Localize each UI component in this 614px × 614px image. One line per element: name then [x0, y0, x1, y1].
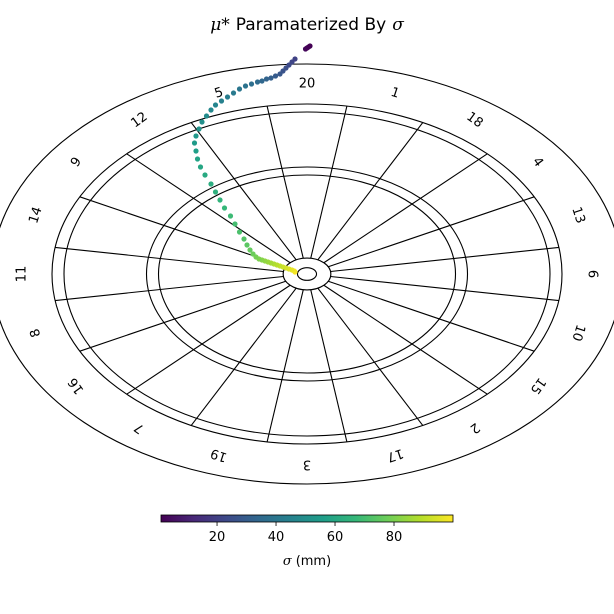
- data-point: [250, 251, 256, 257]
- title-symbol: μ*: [210, 15, 230, 35]
- segment-divider: [310, 105, 348, 259]
- data-point: [212, 189, 219, 195]
- data-point: [244, 242, 250, 248]
- segment-divider: [328, 280, 535, 352]
- double-outer-ring: [51, 103, 563, 445]
- segment-label: 16: [65, 375, 87, 397]
- data-point: [236, 86, 243, 92]
- segment-label: 10: [568, 323, 587, 343]
- colorbar-ticks: 20 40 60 80: [209, 522, 403, 545]
- data-point: [242, 83, 249, 89]
- chart-title: μ* Paramaterized By σ: [210, 15, 404, 35]
- colorbar-label-var: σ: [283, 554, 293, 569]
- colorbar-gradient: [160, 514, 454, 523]
- triple-inner-ring: [157, 174, 457, 374]
- data-points: [191, 43, 313, 275]
- colorbar-tick-label: 80: [386, 530, 403, 545]
- title-text: Paramaterized By: [236, 15, 386, 35]
- segment-divider: [317, 287, 424, 426]
- segment-label: 9: [68, 155, 85, 171]
- segment-divider: [330, 246, 559, 273]
- segment-divider: [310, 289, 348, 443]
- segment-divider: [190, 287, 297, 426]
- segment-label: 11: [15, 266, 30, 283]
- data-point: [268, 75, 274, 81]
- segment-label: 20: [299, 77, 316, 92]
- data-point: [248, 81, 255, 87]
- data-point: [194, 156, 201, 162]
- data-point: [193, 148, 199, 154]
- segment-divider: [266, 289, 304, 443]
- board-edge-ring: [0, 63, 614, 485]
- colorbar-label: σ (mm): [283, 554, 331, 569]
- data-point: [218, 98, 225, 104]
- segment-label: 17: [385, 445, 405, 464]
- data-point: [259, 78, 265, 84]
- data-point: [199, 119, 205, 125]
- segment-label: 19: [209, 445, 229, 464]
- segment-divider: [328, 196, 535, 268]
- bull-ring: [296, 267, 318, 281]
- data-point: [212, 102, 219, 108]
- data-point: [202, 172, 208, 178]
- data-point: [292, 56, 298, 62]
- data-point: [196, 126, 202, 132]
- data-point: [203, 113, 210, 119]
- segment-label: 4: [529, 155, 546, 171]
- segment-divider: [55, 275, 284, 302]
- outer-bull-ring: [282, 257, 332, 291]
- segment-divider: [317, 122, 424, 261]
- segment-divider: [323, 284, 488, 395]
- colorbar-tick-label: 60: [327, 530, 344, 545]
- data-point: [197, 164, 204, 170]
- segment-label: 3: [303, 457, 311, 472]
- data-point: [217, 197, 223, 203]
- data-point: [307, 43, 313, 49]
- segment-label: 14: [26, 205, 45, 225]
- segment-label: 7: [132, 419, 148, 436]
- data-point: [208, 107, 214, 113]
- data-point: [254, 79, 261, 85]
- data-point: [193, 133, 199, 139]
- data-point: [224, 94, 231, 100]
- colorbar-tick-label: 20: [209, 530, 226, 545]
- segment-divider: [190, 122, 297, 261]
- data-point: [236, 229, 243, 235]
- dartboard: [0, 63, 614, 485]
- triple-outer-ring: [145, 166, 469, 382]
- data-point: [208, 181, 214, 187]
- data-point: [232, 221, 238, 227]
- segment-divider: [323, 153, 488, 264]
- segment-divider: [126, 284, 291, 395]
- data-point: [247, 247, 253, 253]
- colorbar-label-unit: (mm): [296, 554, 331, 569]
- data-point: [272, 73, 279, 79]
- double-inner-ring: [63, 111, 551, 437]
- data-point: [230, 90, 237, 96]
- segment-divider: [55, 246, 284, 273]
- data-point: [263, 76, 270, 82]
- segment-label: 12: [128, 109, 150, 131]
- data-point: [227, 213, 234, 219]
- segment-label: 6: [585, 270, 600, 278]
- segment-divider: [126, 153, 291, 264]
- segment-label: 1: [389, 85, 402, 102]
- data-point: [191, 140, 198, 146]
- segment-divider: [266, 105, 304, 259]
- segment-divider: [330, 275, 559, 302]
- segment-label: 8: [28, 326, 45, 339]
- title-variable: σ: [392, 15, 404, 35]
- data-point: [241, 236, 247, 242]
- colorbar-tick-label: 40: [268, 530, 285, 545]
- segment-divider: [79, 280, 286, 352]
- segment-label: 2: [467, 419, 483, 436]
- segment-label: 18: [463, 109, 485, 131]
- colorbar: 20 40 60 80 σ (mm): [160, 514, 454, 569]
- data-point: [221, 205, 228, 211]
- segment-label: 15: [527, 375, 549, 397]
- segment-label: 13: [568, 205, 587, 225]
